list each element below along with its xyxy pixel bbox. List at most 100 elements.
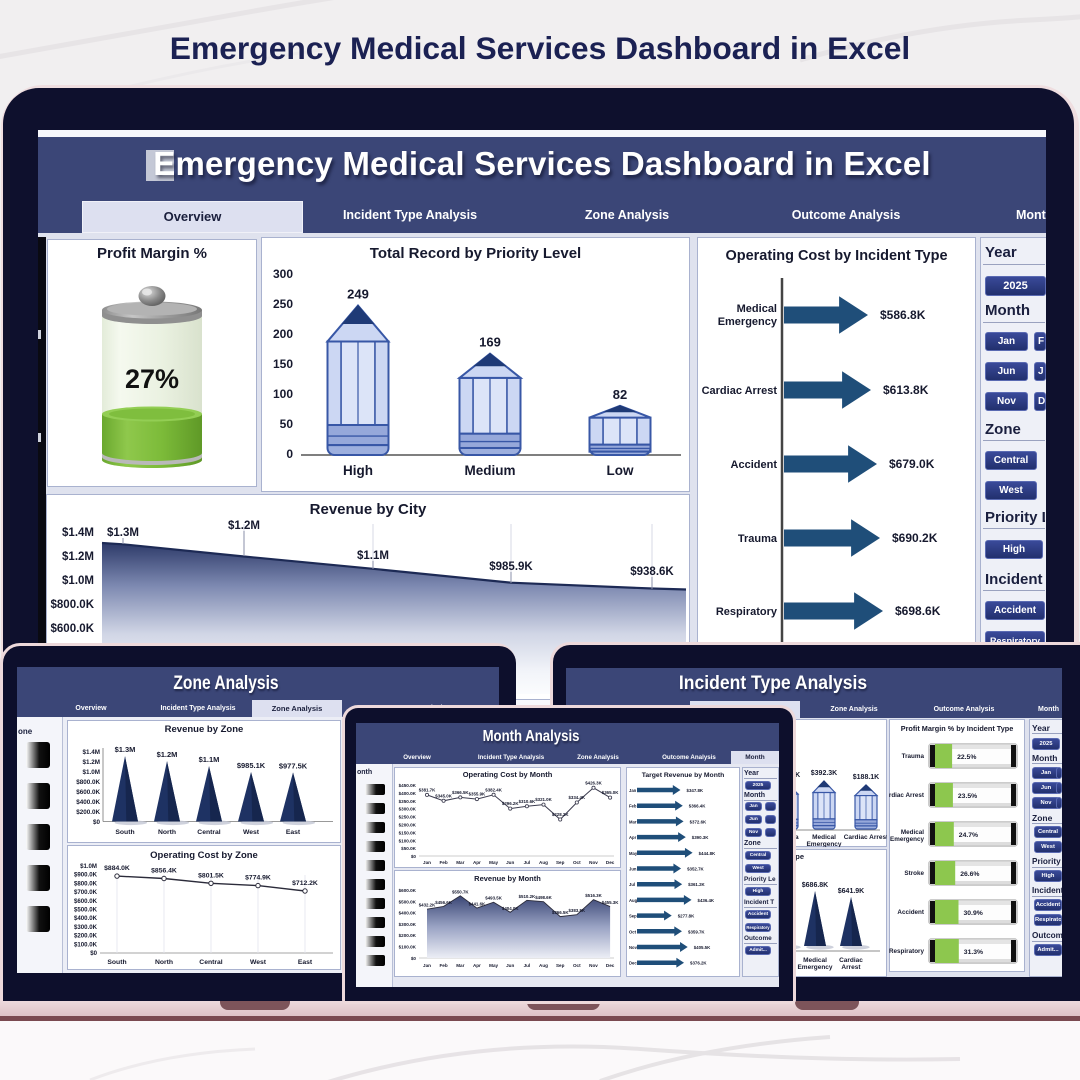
svg-text:$985.9K: $985.9K — [489, 561, 533, 573]
svg-text:Dec: Dec — [629, 961, 637, 966]
svg-text:$365.0K: $365.0K — [602, 790, 619, 795]
svg-text:South: South — [115, 829, 134, 836]
svg-text:Emergency: Emergency — [890, 836, 924, 843]
svg-text:Medical: Medical — [803, 957, 827, 964]
svg-text:249: 249 — [347, 287, 369, 302]
svg-text:$228.2K: $228.2K — [552, 812, 569, 817]
svg-text:Trauma: Trauma — [902, 753, 925, 760]
svg-text:Jun: Jun — [629, 867, 637, 872]
svg-text:May: May — [489, 860, 498, 865]
svg-text:$50.0K: $50.0K — [401, 846, 416, 851]
svg-text:Feb: Feb — [440, 860, 448, 865]
svg-text:Jan: Jan — [629, 788, 637, 793]
svg-text:Nov: Nov — [589, 963, 598, 968]
svg-text:Medical: Medical — [812, 834, 836, 841]
svg-text:$679.0K: $679.0K — [889, 457, 935, 471]
svg-text:Medical: Medical — [737, 303, 777, 315]
svg-text:$404.0K: $404.0K — [502, 906, 519, 911]
svg-text:$400.0K: $400.0K — [76, 799, 100, 806]
svg-text:$1.3M: $1.3M — [115, 745, 136, 754]
svg-text:$1.1M: $1.1M — [357, 550, 389, 562]
svg-text:Jan: Jan — [423, 963, 431, 968]
svg-text:$938.6K: $938.6K — [630, 566, 674, 578]
svg-text:$444.8K: $444.8K — [699, 851, 716, 856]
svg-text:$1.1M: $1.1M — [199, 755, 220, 764]
svg-text:Aug: Aug — [539, 860, 548, 865]
svg-text:May: May — [489, 963, 498, 968]
svg-text:$450.0K: $450.0K — [399, 783, 417, 788]
svg-text:$498.6K: $498.6K — [535, 895, 552, 900]
svg-text:$390.3K: $390.3K — [692, 835, 709, 840]
svg-text:Cardiac Arrest: Cardiac Arrest — [844, 834, 887, 841]
svg-text:Accident: Accident — [897, 909, 924, 916]
svg-text:$0: $0 — [93, 819, 101, 826]
svg-text:Apr: Apr — [473, 963, 481, 968]
svg-text:$0: $0 — [411, 854, 417, 859]
svg-text:Respiratory: Respiratory — [716, 606, 778, 618]
svg-text:Central: Central — [197, 829, 221, 836]
svg-text:Cardiac Arrest: Cardiac Arrest — [889, 792, 925, 799]
svg-text:Emergency: Emergency — [718, 316, 778, 328]
svg-text:Sep: Sep — [556, 860, 565, 865]
svg-text:Emergency: Emergency — [797, 964, 832, 971]
svg-text:Accident: Accident — [731, 459, 778, 471]
svg-text:Jul: Jul — [524, 860, 531, 865]
svg-text:High: High — [343, 463, 373, 478]
svg-text:$100.0K: $100.0K — [399, 838, 417, 843]
svg-text:Emergency: Emergency — [806, 841, 841, 847]
svg-text:$774.9K: $774.9K — [245, 875, 271, 882]
svg-text:Apr: Apr — [473, 860, 481, 865]
svg-text:$426.3K: $426.3K — [585, 780, 602, 785]
svg-text:$455.3K: $455.3K — [602, 900, 619, 905]
svg-text:$100.0K: $100.0K — [399, 945, 417, 950]
svg-text:$381.7K: $381.7K — [419, 787, 436, 792]
svg-text:Cardiac Arrest: Cardiac Arrest — [702, 385, 778, 397]
svg-text:$600.0K: $600.0K — [399, 888, 417, 893]
svg-text:$345.0K: $345.0K — [435, 793, 452, 798]
svg-text:$550.7K: $550.7K — [452, 889, 469, 894]
svg-text:$641.9K: $641.9K — [838, 888, 864, 895]
svg-text:South: South — [107, 959, 126, 966]
svg-text:$690.2K: $690.2K — [892, 531, 938, 545]
svg-text:$1.2M: $1.2M — [62, 551, 94, 563]
svg-text:$400.0K: $400.0K — [74, 915, 98, 922]
svg-text:East: East — [286, 829, 301, 836]
svg-text:30.9%: 30.9% — [964, 910, 983, 917]
svg-text:$150.0K: $150.0K — [399, 830, 417, 835]
svg-text:$1.2M: $1.2M — [228, 520, 260, 532]
svg-text:$355.9K: $355.9K — [469, 792, 486, 797]
svg-text:0: 0 — [286, 447, 293, 461]
svg-text:$200.0K: $200.0K — [74, 933, 98, 940]
svg-text:$493.5K: $493.5K — [485, 896, 502, 901]
svg-text:$456.6K: $456.6K — [435, 900, 452, 905]
svg-text:100: 100 — [273, 387, 293, 401]
svg-text:$400.0K: $400.0K — [399, 791, 417, 796]
svg-text:22.5%: 22.5% — [957, 754, 976, 761]
svg-text:$500.0K: $500.0K — [399, 899, 417, 904]
svg-text:$405.5K: $405.5K — [694, 945, 711, 950]
svg-text:Oct: Oct — [629, 929, 637, 934]
svg-text:$432.2K: $432.2K — [419, 903, 436, 908]
svg-text:$300.0K: $300.0K — [74, 924, 98, 931]
svg-text:Jul: Jul — [629, 882, 635, 887]
svg-text:$352.7K: $352.7K — [687, 867, 704, 872]
svg-text:Dec: Dec — [606, 963, 615, 968]
svg-text:50: 50 — [280, 417, 294, 431]
svg-text:$801.5K: $801.5K — [198, 872, 224, 879]
svg-text:$366.4K: $366.4K — [689, 804, 706, 809]
svg-text:$296.2K: $296.2K — [502, 801, 519, 806]
svg-text:Sep: Sep — [629, 914, 637, 919]
svg-text:Medium: Medium — [464, 463, 515, 478]
svg-text:Aug: Aug — [629, 898, 638, 903]
svg-text:$700.0K: $700.0K — [74, 889, 98, 896]
svg-text:$400.0K: $400.0K — [399, 911, 417, 916]
svg-text:$800.0K: $800.0K — [74, 880, 98, 887]
svg-text:$359.7K: $359.7K — [688, 929, 705, 934]
svg-text:North: North — [155, 959, 173, 966]
svg-text:Mar: Mar — [456, 860, 464, 865]
svg-text:$376.2K: $376.2K — [690, 961, 707, 966]
svg-text:Low: Low — [607, 463, 634, 478]
svg-text:$613.8K: $613.8K — [883, 383, 929, 397]
svg-text:150: 150 — [273, 357, 293, 371]
svg-text:Feb: Feb — [440, 963, 448, 968]
